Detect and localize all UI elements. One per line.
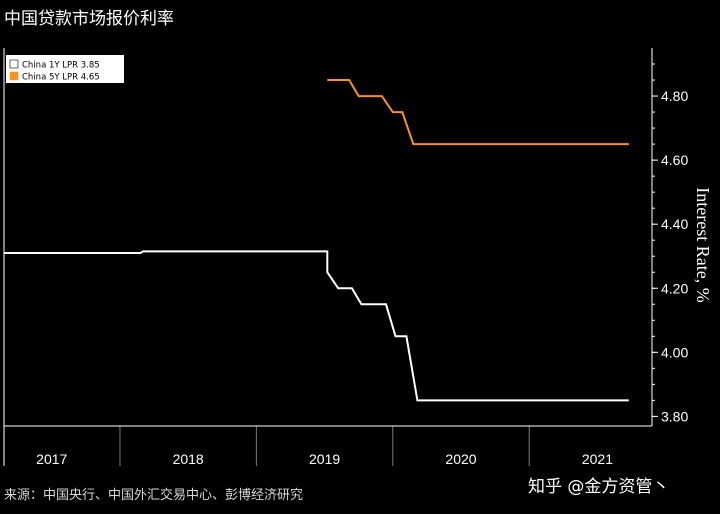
x-tick-label: 2019	[309, 451, 340, 467]
x-tick-label: 2017	[36, 451, 67, 467]
x-tick-label: 2020	[445, 451, 476, 467]
legend-label: China 5Y LPR 4.65	[22, 73, 100, 83]
grid-layer	[119, 426, 530, 466]
x-tick-label: 2021	[582, 451, 613, 467]
chart-title: 中国贷款市场报价利率	[4, 9, 174, 29]
y-tick-label: 4.00	[661, 344, 688, 360]
axes-layer	[3, 48, 653, 466]
y-tick-label: 4.80	[661, 88, 688, 104]
y-tick-label: 4.40	[661, 216, 688, 232]
legend-swatch	[9, 59, 19, 69]
y-tick-label: 3.80	[661, 408, 688, 424]
source-note: 来源：中国央行、中国外汇交易中心、彭博经济研究	[4, 488, 304, 503]
series-line-5y-lpr	[327, 79, 629, 146]
legend-label: China 1Y LPR 3.85	[22, 61, 100, 71]
series-layer	[4, 79, 629, 402]
tick-layer: 3.80 4.00 4.20 4.40 4.60 4.80 2017 2018 2019 2020…	[36, 63, 688, 467]
watermark: 知乎 @金方资管丶	[528, 477, 670, 497]
y-tick-label: 4.60	[661, 152, 688, 168]
legend: China 1Y LPR 3.85 China 5Y LPR 4.65	[6, 55, 124, 83]
x-tick-label: 2018	[173, 451, 204, 467]
y-axis-label: Interest Rate, %	[693, 187, 713, 302]
legend-swatch	[9, 71, 19, 81]
series-line-1y-lpr	[4, 250, 629, 402]
legend-box	[6, 55, 124, 83]
y-tick-label: 4.20	[661, 280, 688, 296]
